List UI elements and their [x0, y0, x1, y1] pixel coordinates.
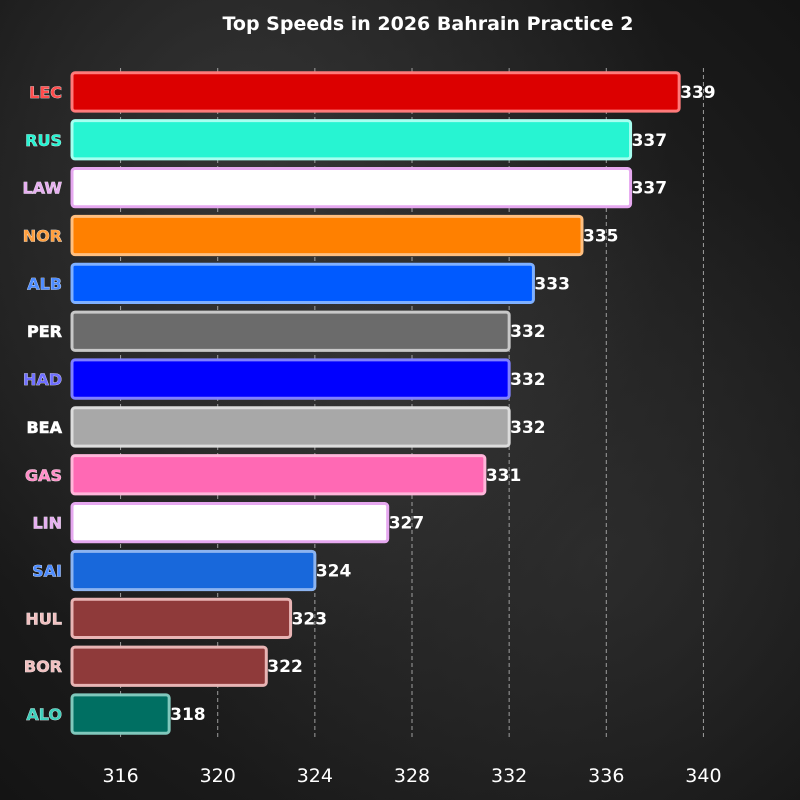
category-label-hul: HUL [25, 609, 62, 628]
bar-nor [70, 214, 584, 257]
bar-rus [70, 119, 633, 161]
value-label-sai: 324 [316, 562, 352, 582]
category-label-alo: ALO [26, 705, 62, 724]
category-label-law: LAW [22, 179, 62, 198]
bar-sai [70, 549, 317, 592]
value-label-nor: 335 [583, 227, 619, 247]
value-label-hul: 323 [292, 609, 328, 629]
value-label-alb: 333 [534, 274, 570, 294]
category-label-lin: LIN [32, 514, 62, 533]
bar-lin [70, 502, 390, 544]
value-label-bor: 322 [267, 657, 303, 677]
x-tick-labels: 316 320 324 328 332 336 340 [102, 765, 721, 787]
bar-bea [70, 406, 511, 448]
bar-gas [70, 454, 487, 496]
value-label-gas: 331 [486, 466, 522, 486]
x-tick-label: 340 [685, 765, 721, 787]
category-labels: LEC RUS LAW NOR ALB PER HAD BEA GAS LIN SAI HUL BOR A… [22, 83, 63, 725]
value-label-rus: 337 [632, 131, 668, 151]
value-label-law: 337 [632, 179, 668, 199]
category-label-nor: NOR [23, 227, 62, 246]
bar-lec [70, 71, 681, 113]
category-label-lec: LEC [29, 83, 62, 102]
bar-per [70, 310, 511, 352]
category-label-had: HAD [23, 370, 62, 389]
category-label-gas: GAS [25, 466, 62, 485]
value-label-lin: 327 [389, 514, 425, 534]
value-label-lec: 339 [680, 83, 716, 103]
category-label-sai: SAI [32, 562, 62, 581]
value-label-per: 332 [510, 322, 545, 342]
category-label-rus: RUS [25, 131, 62, 150]
x-tick-label: 316 [102, 765, 138, 787]
x-tick-label: 328 [394, 765, 430, 787]
bar-law [70, 167, 633, 209]
bar-had [70, 358, 511, 400]
x-tick-label: 324 [297, 765, 333, 787]
x-tick-label: 320 [200, 765, 236, 787]
category-label-bea: BEA [26, 418, 62, 437]
value-label-alo: 318 [170, 705, 206, 725]
x-tick-label: 336 [588, 765, 624, 787]
value-label-bea: 332 [510, 418, 545, 438]
bar-alb [70, 262, 535, 305]
category-label-per: PER [27, 322, 62, 341]
value-labels: 339 337 337 335 333 332 332 332 331 327 324 323 322 3… [170, 83, 716, 725]
x-tick-label: 332 [491, 765, 527, 787]
value-label-had: 332 [510, 370, 545, 390]
category-label-bor: BOR [24, 657, 62, 676]
bar-alo [70, 693, 171, 735]
chart-title: Top Speeds in 2026 Bahrain Practice 2 [222, 13, 633, 35]
category-label-alb: ALB [27, 274, 62, 293]
bar-bor [70, 645, 268, 687]
bar-hul [70, 597, 293, 640]
bars [70, 71, 681, 735]
